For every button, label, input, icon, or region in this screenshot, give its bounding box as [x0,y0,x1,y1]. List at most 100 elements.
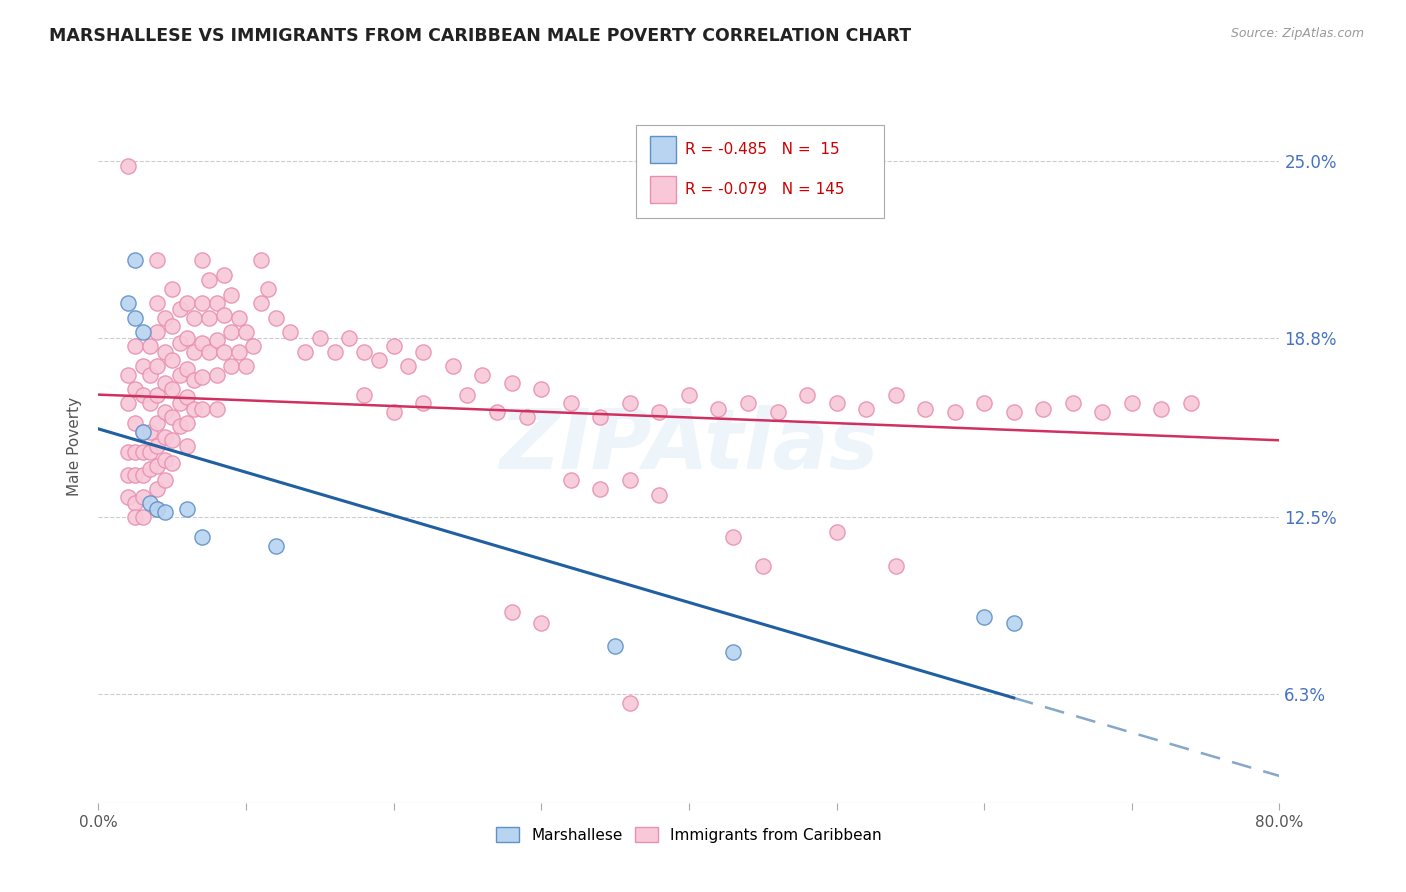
Point [441,359,464,373]
Point [139,396,162,410]
Point [153,505,176,519]
Point [589,482,612,496]
Point [153,344,176,359]
Point [117,159,139,173]
Point [1032,401,1054,416]
Point [796,387,818,401]
Point [471,368,494,382]
Point [153,405,176,419]
Point [250,253,273,268]
Point [678,387,700,401]
Point [124,310,146,325]
Point [146,458,169,473]
Point [1150,401,1173,416]
Point [412,396,434,410]
Point [153,310,176,325]
Point [228,310,250,325]
Point [176,362,198,376]
Point [737,396,759,410]
Point [176,501,198,516]
Point [169,396,191,410]
Point [648,405,671,419]
Point [855,401,877,416]
Point [353,344,375,359]
Point [205,334,228,348]
Point [132,387,155,401]
Point [191,370,214,384]
Point [339,330,361,344]
Point [205,368,228,382]
Point [124,416,146,430]
Point [124,496,146,510]
Point [162,382,183,396]
Point [176,416,198,430]
Point [124,444,146,458]
Point [943,405,966,419]
Point [191,296,214,310]
Point [176,391,198,405]
Point [486,405,509,419]
Point [146,439,169,453]
Point [309,330,332,344]
Point [132,425,155,439]
Point [169,368,191,382]
Point [183,310,205,325]
Point [191,401,214,416]
Point [766,405,789,419]
Point [146,253,169,268]
Point [1180,396,1202,410]
Point [117,491,139,505]
Point [162,319,183,334]
Point [139,462,162,476]
Point [235,359,257,373]
Point [264,539,287,553]
Point [139,339,162,353]
Point [146,501,169,516]
Point [162,456,183,470]
Point [973,610,995,624]
Point [146,387,169,401]
Point [235,325,257,339]
Point [228,344,250,359]
Point [162,434,183,448]
Point [530,382,553,396]
Point [560,473,582,487]
Point [132,425,155,439]
Point [825,396,848,410]
Point [169,301,191,316]
Point [162,282,183,296]
Point [146,296,169,310]
Text: Source: ZipAtlas.com: Source: ZipAtlas.com [1230,27,1364,40]
Point [198,273,221,287]
Point [132,444,155,458]
Point [648,487,671,501]
Point [368,353,391,368]
Point [169,419,191,434]
Point [153,430,176,444]
Bar [650,136,676,163]
Point [501,605,523,619]
Point [146,359,169,373]
Point [132,359,155,373]
Text: R = -0.079   N = 145: R = -0.079 N = 145 [685,182,845,196]
Point [176,296,198,310]
Text: MARSHALLESE VS IMMIGRANTS FROM CARIBBEAN MALE POVERTY CORRELATION CHART: MARSHALLESE VS IMMIGRANTS FROM CARIBBEAN… [49,27,911,45]
Point [124,510,146,524]
Point [117,368,139,382]
Legend: Marshallese, Immigrants from Caribbean: Marshallese, Immigrants from Caribbean [491,821,887,848]
Point [723,644,745,658]
Point [139,444,162,458]
Point [457,387,479,401]
Point [212,268,235,282]
Point [162,410,183,425]
Point [132,510,155,524]
Point [619,696,641,710]
Point [212,308,235,322]
Point [205,401,228,416]
Point [117,396,139,410]
Point [382,405,405,419]
Point [280,325,302,339]
Point [530,615,553,630]
Point [353,387,375,401]
Point [139,425,162,439]
